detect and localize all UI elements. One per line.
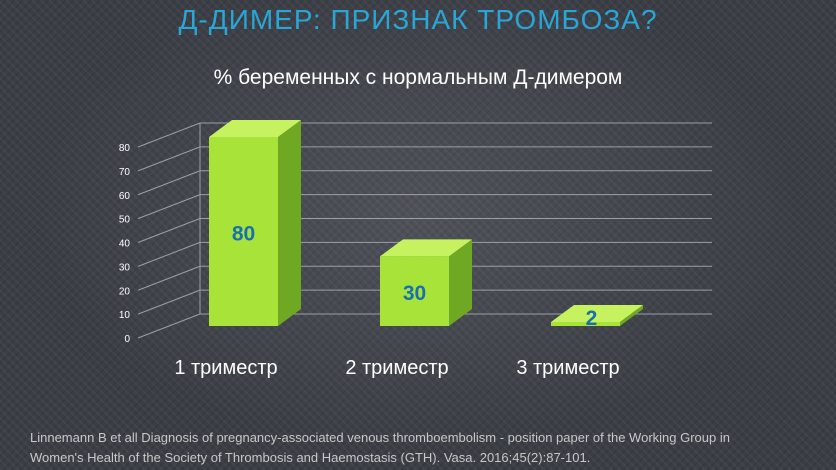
gridline-side <box>137 265 201 291</box>
chart-title: % беременных с нормальным Д-димером <box>213 66 623 89</box>
y-tick-label: 80 <box>119 143 131 154</box>
x-category-label: 3 триместр <box>516 357 619 379</box>
bar-side <box>278 120 301 326</box>
y-tick-label: 0 <box>124 334 130 345</box>
bar-1: 80 <box>209 120 301 326</box>
citation-line-1: Linnemann B et all Diagnosis of pregnanc… <box>30 430 730 445</box>
slide-title: Д-ДИМЕР: ПРИЗНАК ТРОМБОЗА? <box>178 4 658 35</box>
x-category-label: 1 триместр <box>174 357 277 379</box>
x-category-label: 2 триместр <box>345 357 448 379</box>
x-axis-category-labels: 1 триместр 2 триместр 3 триместр <box>174 357 619 379</box>
y-tick-label: 10 <box>119 310 131 321</box>
gridline-side <box>137 289 201 315</box>
bar-side <box>449 239 472 326</box>
bar-3: 2 <box>551 305 643 330</box>
bar-2: 30 <box>380 239 472 326</box>
citation-line-2: Women's Health of the Society of Thrombo… <box>30 450 591 465</box>
y-tick-label: 70 <box>119 167 131 178</box>
y-tick-label: 60 <box>119 191 131 202</box>
gridline-side <box>137 241 201 267</box>
bar-value-label: 30 <box>403 282 426 305</box>
bar-value-label: 2 <box>586 307 598 330</box>
gridline-side <box>137 313 201 339</box>
gridline-side <box>137 146 201 172</box>
y-tick-label: 30 <box>119 262 131 273</box>
bar-top <box>551 305 643 322</box>
bars-layer: 80 30 2 <box>209 120 643 330</box>
y-tick-label: 20 <box>119 286 131 297</box>
bar-side <box>620 305 643 326</box>
bar-front <box>209 137 278 326</box>
gridline-side <box>137 194 201 220</box>
y-tick-label: 50 <box>119 215 131 226</box>
bar-front <box>380 256 449 326</box>
bar-chart: 0 10 20 30 40 50 60 70 80 80 30 2 1 триместр 2 трим… <box>119 120 712 379</box>
bar-top <box>209 120 301 137</box>
gridline-side <box>137 218 201 243</box>
gridline-side <box>137 122 201 148</box>
bar-front <box>551 322 620 326</box>
citation: Linnemann B et all Diagnosis of pregnanc… <box>30 428 836 468</box>
gridline-side <box>137 170 201 196</box>
bar-value-label: 80 <box>232 223 255 246</box>
bar-top <box>380 239 472 257</box>
y-axis-tick-labels: 0 10 20 30 40 50 60 70 80 <box>119 143 131 345</box>
y-tick-label: 40 <box>119 239 131 250</box>
